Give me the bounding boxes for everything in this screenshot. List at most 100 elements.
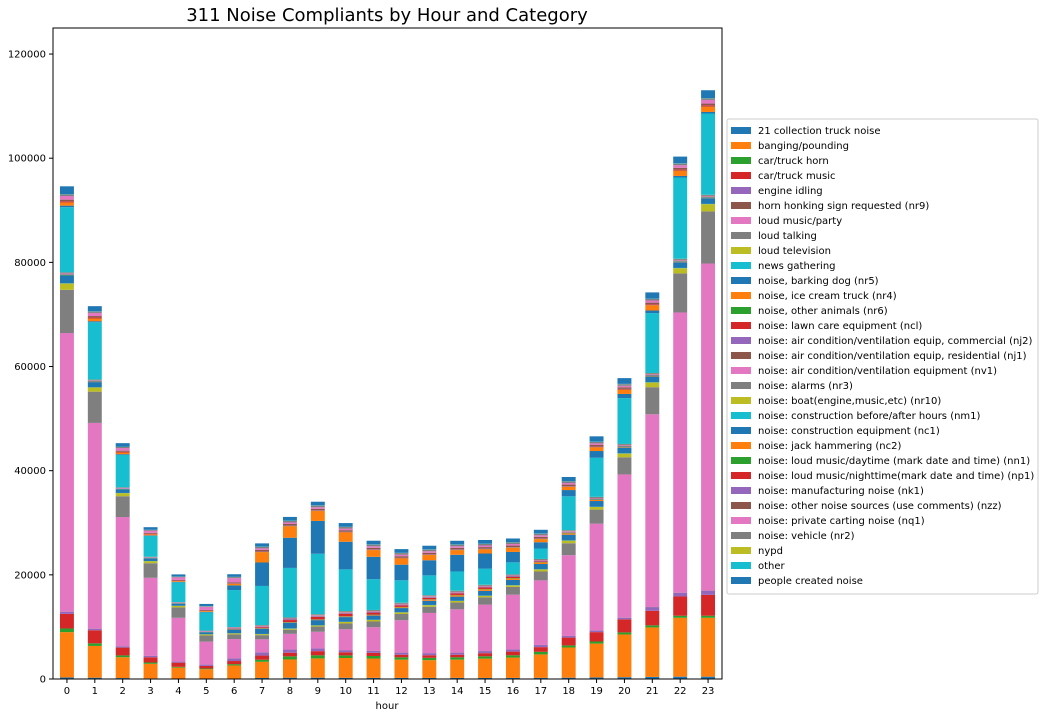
- bar-segment: [143, 535, 158, 536]
- y-tick-label: 120000: [8, 50, 46, 61]
- bar-segment: [617, 389, 632, 394]
- bar-segment: [422, 545, 437, 550]
- bar-segment: [282, 622, 297, 629]
- x-tick-label: 1: [92, 686, 98, 697]
- bar-segment: [450, 547, 465, 550]
- bar-segment: [673, 260, 688, 262]
- bar-segment: [561, 540, 576, 544]
- bar-segment: [366, 655, 381, 659]
- bar-segment: [143, 558, 158, 562]
- bar-segment: [87, 382, 102, 388]
- legend-swatch: [731, 487, 751, 494]
- bar-segment: [645, 414, 660, 607]
- bar-segment: [645, 305, 660, 311]
- legend-label: news gathering: [758, 261, 836, 272]
- bar-segment: [199, 609, 214, 611]
- bar-segment: [561, 543, 576, 556]
- legend-swatch: [731, 427, 751, 434]
- bar-segment: [171, 605, 186, 608]
- x-tick-label: 9: [315, 686, 321, 697]
- bar-segment: [199, 665, 214, 669]
- bar-segment: [645, 375, 660, 376]
- bar-segment: [87, 630, 102, 644]
- bar-segment: [115, 450, 130, 452]
- bar-segment: [143, 655, 158, 658]
- bar-segment: [450, 554, 465, 572]
- bar-segment: [701, 195, 716, 197]
- bar-segment: [171, 574, 186, 577]
- bar-segment: [478, 547, 493, 549]
- bar-segment: [645, 374, 660, 375]
- bar-segment: [338, 677, 353, 679]
- bar-segment: [533, 535, 548, 537]
- bar-segment: [589, 498, 604, 500]
- x-tick-label: 10: [339, 686, 352, 697]
- bar-segment: [227, 627, 242, 628]
- bar-segment: [645, 625, 660, 628]
- bar-segment: [282, 649, 297, 653]
- bar-segment: [645, 610, 660, 626]
- bar-segment: [617, 634, 632, 678]
- bar-segment: [310, 501, 325, 506]
- bar-segment: [59, 283, 74, 290]
- legend-swatch: [731, 187, 751, 194]
- bar-segment: [645, 313, 660, 373]
- bar-segment: [255, 652, 270, 656]
- bar-segment: [115, 487, 130, 488]
- bar-segment: [115, 451, 130, 453]
- bar-segment: [282, 656, 297, 660]
- bar-segment: [59, 196, 74, 200]
- bar-segment: [255, 626, 270, 628]
- legend-label: car/truck horn: [758, 156, 829, 167]
- bar-segment: [450, 550, 465, 555]
- legend-label: noise: alarms (nr3): [758, 381, 853, 392]
- bar-segment: [115, 443, 130, 447]
- bar-segment: [143, 527, 158, 530]
- bar-segment: [533, 548, 548, 559]
- x-tick-label: 4: [175, 686, 181, 697]
- bar-segment: [171, 607, 186, 618]
- bar-segment: [450, 591, 465, 593]
- legend-label: noise, barking dog (nr5): [758, 276, 879, 287]
- bar-segment: [366, 611, 381, 613]
- bar-segment: [394, 564, 409, 581]
- x-tick-label: 23: [702, 686, 715, 697]
- x-tick-label: 15: [479, 686, 492, 697]
- bar-segment: [617, 445, 632, 446]
- bar-segment: [59, 186, 74, 195]
- bar-segment: [255, 659, 270, 662]
- bar-segment: [310, 655, 325, 659]
- bar-segment: [505, 547, 520, 552]
- legend-label: noise: air condition/ventilation equip, …: [758, 351, 1027, 362]
- legend-swatch: [731, 352, 751, 359]
- bar-segment: [478, 585, 493, 587]
- bar-segment: [617, 398, 632, 444]
- bar-segment: [394, 608, 409, 613]
- legend-label: noise: loud music/daytime (mark date and…: [758, 456, 1030, 467]
- x-tick-label: 19: [590, 686, 603, 697]
- bar-segment: [478, 587, 493, 589]
- bar-segment: [589, 523, 604, 631]
- bar-segment: [59, 613, 74, 629]
- bar-segment: [450, 544, 465, 547]
- bar-segment: [394, 580, 409, 603]
- bar-segment: [450, 677, 465, 679]
- bar-segment: [589, 496, 604, 498]
- bar-segment: [394, 556, 409, 558]
- bar-segment: [143, 556, 158, 558]
- bar-segment: [478, 677, 493, 679]
- bar-segment: [645, 298, 660, 301]
- bar-segment: [422, 677, 437, 679]
- legend-label: noise: air condition/ventilation equip, …: [758, 336, 1032, 347]
- bar-segment: [422, 597, 437, 598]
- bar-segment: [394, 603, 409, 605]
- bar-segment: [505, 544, 520, 546]
- plot-frame: [52, 27, 723, 680]
- bar-segment: [533, 533, 548, 536]
- bar-segment: [227, 639, 242, 659]
- bar-segment: [227, 633, 242, 635]
- bar-segment: [701, 196, 716, 198]
- bar-segment: [199, 641, 214, 665]
- bar-segment: [450, 609, 465, 653]
- bar-segment: [505, 576, 520, 577]
